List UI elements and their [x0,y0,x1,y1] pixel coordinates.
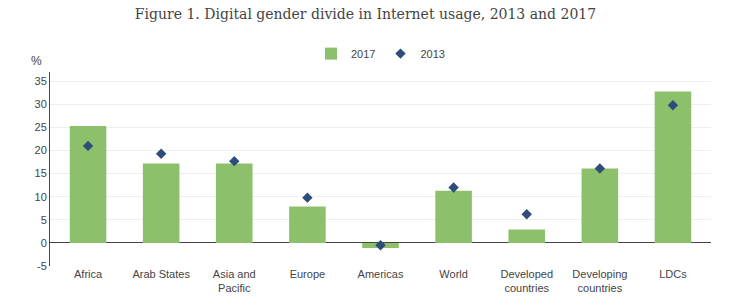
svg-text:World: World [439,268,468,280]
svg-text:Developedcountries: Developedcountries [500,268,553,294]
svg-text:Figure 1. Digital gender divid: Figure 1. Digital gender divide in Inter… [135,6,596,22]
svg-text:Africa: Africa [74,268,103,280]
svg-text:Europe: Europe [290,268,325,280]
svg-text:Americas: Americas [358,268,404,280]
svg-text:0: 0 [41,237,47,249]
svg-text:-5: -5 [37,260,47,272]
svg-text:10: 10 [35,191,47,203]
svg-text:Developingcountries: Developingcountries [572,268,627,294]
svg-text:Arab States: Arab States [132,268,190,280]
svg-text:35: 35 [35,75,47,87]
svg-text:5: 5 [41,214,47,226]
svg-text:30: 30 [35,98,47,110]
svg-text:15: 15 [35,167,47,179]
svg-text:2013: 2013 [420,48,444,60]
svg-text:2017: 2017 [351,48,375,60]
svg-text:20: 20 [35,144,47,156]
svg-text:%: % [31,54,42,68]
svg-text:Asia andPacific: Asia andPacific [213,268,256,294]
svg-text:LDCs: LDCs [659,268,687,280]
svg-text:25: 25 [35,121,47,133]
